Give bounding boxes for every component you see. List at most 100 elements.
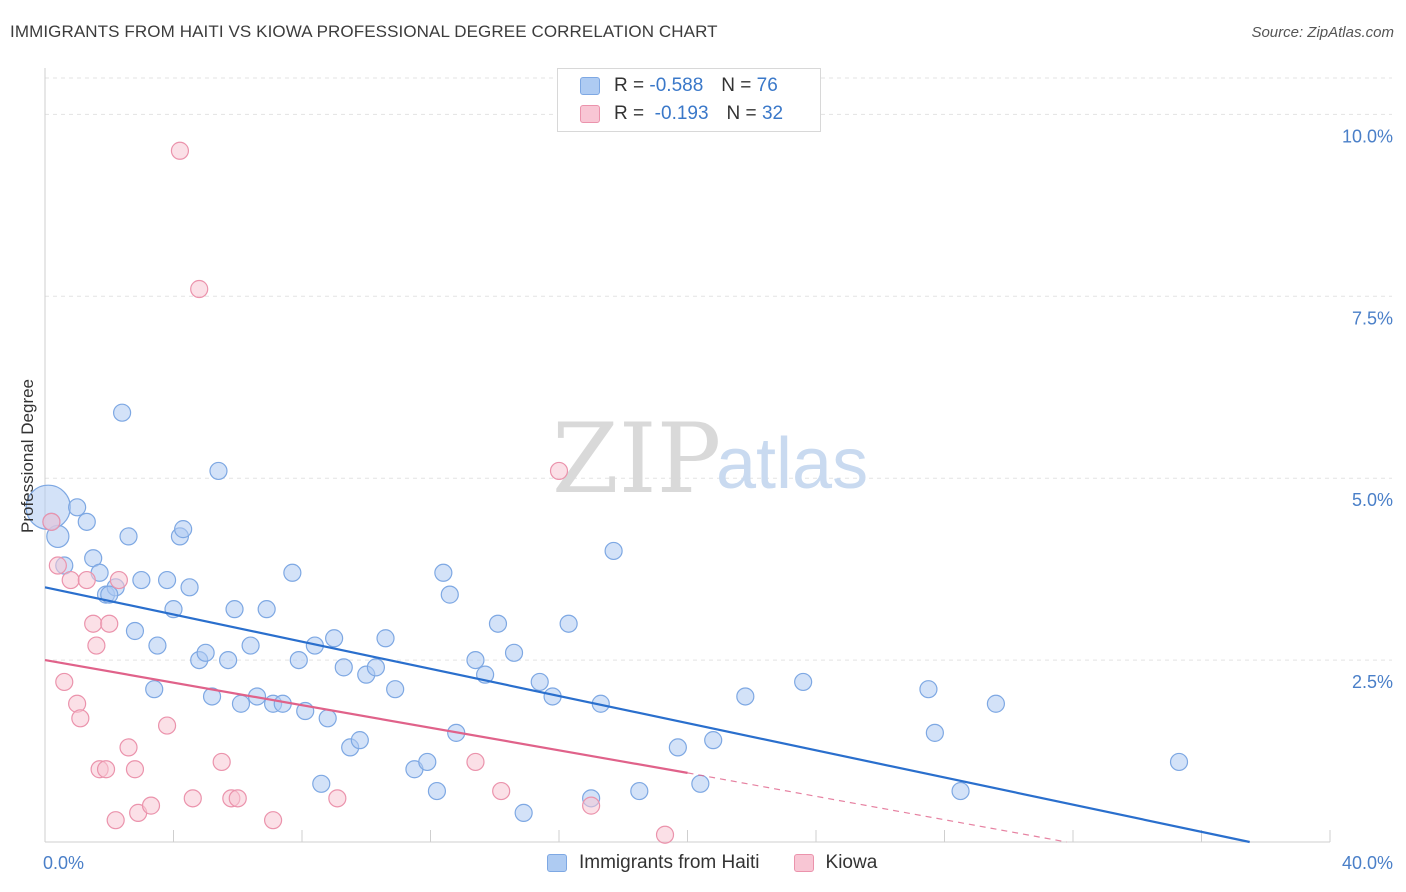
point-kiowa bbox=[582, 796, 601, 815]
point-kiowa bbox=[106, 811, 125, 830]
point-kiowa bbox=[655, 825, 675, 844]
point-kiowa bbox=[61, 570, 80, 590]
point-kiowa bbox=[212, 752, 231, 772]
y-tick-label: 5.0% bbox=[1352, 490, 1393, 510]
legend-swatch-haiti bbox=[580, 77, 600, 95]
legend-n-value: 32 bbox=[761, 103, 784, 124]
point-haiti bbox=[668, 738, 687, 757]
point-kiowa bbox=[100, 614, 119, 633]
watermark-atlas: atlas bbox=[716, 424, 868, 504]
axis-labels: 2.5% 5.0% 7.5% 10.0% 0.0% 40.0% Professional D… bbox=[18, 126, 1393, 873]
point-kiowa bbox=[157, 716, 177, 735]
point-haiti bbox=[418, 752, 437, 772]
point-haiti bbox=[202, 687, 222, 706]
point-haiti bbox=[119, 527, 138, 546]
point-haiti bbox=[630, 781, 649, 801]
point-kiowa bbox=[170, 141, 190, 160]
point-kiowa bbox=[141, 796, 161, 815]
point-haiti bbox=[283, 563, 302, 582]
point-haiti bbox=[209, 461, 228, 481]
point-haiti bbox=[196, 643, 215, 662]
legend-n-label: N = bbox=[721, 75, 752, 96]
point-haiti bbox=[704, 731, 723, 750]
trend-line-haiti bbox=[44, 586, 1250, 844]
point-haiti bbox=[736, 687, 755, 706]
point-haiti bbox=[434, 563, 453, 582]
point-kiowa bbox=[549, 461, 569, 481]
point-haiti bbox=[100, 585, 119, 604]
point-haiti bbox=[350, 731, 369, 750]
point-haiti bbox=[514, 803, 533, 822]
point-kiowa bbox=[263, 811, 283, 830]
point-haiti bbox=[691, 774, 710, 793]
point-haiti bbox=[466, 650, 485, 670]
point-haiti bbox=[386, 680, 405, 699]
point-haiti bbox=[132, 570, 151, 590]
y-tick-label: 2.5% bbox=[1352, 672, 1393, 692]
legend-row-kiowa: R = -0.193 N = 32 bbox=[580, 101, 783, 127]
legend-n-value: 76 bbox=[756, 75, 778, 96]
point-haiti bbox=[125, 621, 145, 641]
point-haiti bbox=[257, 600, 276, 619]
legend-swatch-haiti bbox=[547, 854, 567, 872]
trend-line-kiowa-extension bbox=[687, 772, 1067, 843]
point-kiowa bbox=[183, 789, 202, 808]
stats-legend: R = -0.588 N = 76 R = -0.193 N = 32 bbox=[557, 68, 821, 132]
point-haiti bbox=[289, 650, 308, 670]
source-label: Source: ZipAtlas.com bbox=[1251, 24, 1394, 41]
point-haiti bbox=[427, 781, 447, 801]
point-haiti bbox=[231, 694, 251, 713]
legend-label-haiti: Immigrants from Haiti bbox=[579, 852, 760, 873]
legend-r-label: R = bbox=[614, 75, 645, 96]
legend-swatch-kiowa bbox=[580, 105, 600, 123]
y-tick-label: 10.0% bbox=[1342, 126, 1393, 146]
x-tick-label: 0.0% bbox=[43, 853, 84, 873]
point-haiti bbox=[794, 672, 813, 692]
legend-label-kiowa: Kiowa bbox=[825, 852, 878, 873]
point-kiowa bbox=[328, 789, 347, 808]
legend-r-value: -0.588 bbox=[649, 75, 704, 96]
point-haiti bbox=[219, 650, 238, 670]
y-axis-label: Professional Degree bbox=[18, 379, 37, 533]
legend-item-haiti: Immigrants from Haiti bbox=[547, 852, 760, 874]
point-haiti bbox=[604, 541, 623, 561]
point-kiowa bbox=[190, 279, 209, 299]
legend-item-kiowa: Kiowa bbox=[793, 852, 878, 874]
chart-title: IMMIGRANTS FROM HAITI VS KIOWA PROFESSIO… bbox=[10, 22, 718, 41]
point-haiti bbox=[157, 570, 177, 590]
point-haiti bbox=[376, 629, 395, 648]
series-legend: Immigrants from Haiti Kiowa bbox=[547, 852, 911, 874]
x-tick-label: 40.0% bbox=[1342, 853, 1393, 873]
point-haiti bbox=[312, 774, 331, 793]
point-kiowa bbox=[87, 636, 106, 655]
point-kiowa bbox=[84, 614, 103, 633]
point-haiti bbox=[366, 658, 385, 677]
point-haiti bbox=[919, 680, 938, 699]
point-haiti bbox=[241, 636, 260, 655]
point-haiti bbox=[488, 614, 508, 633]
watermark: ZIP atlas bbox=[552, 403, 868, 515]
point-haiti bbox=[925, 723, 944, 742]
point-kiowa bbox=[48, 556, 67, 575]
legend-row-haiti: R = -0.588 N = 76 bbox=[580, 73, 778, 99]
legend-r-value: -0.193 bbox=[654, 103, 709, 124]
point-kiowa bbox=[228, 789, 247, 808]
point-kiowa bbox=[125, 760, 145, 779]
axes bbox=[44, 68, 1331, 843]
point-haiti bbox=[68, 498, 87, 517]
point-haiti bbox=[504, 643, 524, 662]
point-haiti bbox=[334, 658, 353, 677]
point-haiti bbox=[986, 694, 1006, 713]
point-haiti bbox=[148, 636, 167, 655]
y-tick-label: 7.5% bbox=[1352, 308, 1393, 328]
legend-swatch-kiowa bbox=[793, 854, 814, 872]
trend-lines bbox=[44, 586, 1250, 844]
point-haiti bbox=[225, 600, 244, 619]
trend-line-kiowa bbox=[44, 659, 688, 774]
point-kiowa bbox=[96, 760, 116, 779]
grid-lines bbox=[45, 77, 1392, 661]
legend-r-label: R = bbox=[614, 103, 645, 124]
point-kiowa bbox=[71, 709, 90, 728]
point-kiowa bbox=[55, 672, 74, 692]
